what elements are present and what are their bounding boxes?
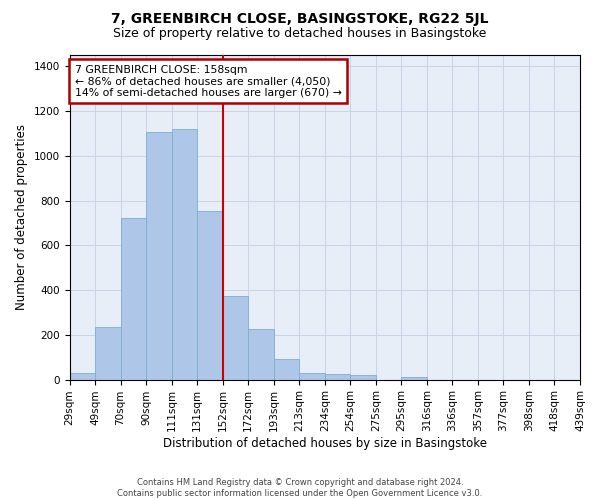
Bar <box>95 327 121 380</box>
Text: Size of property relative to detached houses in Basingstoke: Size of property relative to detached ho… <box>113 28 487 40</box>
Bar <box>70 373 95 380</box>
Text: Contains HM Land Registry data © Crown copyright and database right 2024.
Contai: Contains HM Land Registry data © Crown c… <box>118 478 482 498</box>
Bar <box>197 210 223 380</box>
Y-axis label: Number of detached properties: Number of detached properties <box>15 124 28 310</box>
Bar <box>223 296 248 380</box>
Bar <box>248 329 274 380</box>
Bar <box>146 132 172 380</box>
Bar <box>350 375 376 380</box>
Bar <box>325 374 350 380</box>
Text: 7, GREENBIRCH CLOSE, BASINGSTOKE, RG22 5JL: 7, GREENBIRCH CLOSE, BASINGSTOKE, RG22 5… <box>111 12 489 26</box>
Bar <box>401 378 427 380</box>
Bar <box>121 218 146 380</box>
X-axis label: Distribution of detached houses by size in Basingstoke: Distribution of detached houses by size … <box>163 437 487 450</box>
Bar <box>172 129 197 380</box>
Text: 7 GREENBIRCH CLOSE: 158sqm
← 86% of detached houses are smaller (4,050)
14% of s: 7 GREENBIRCH CLOSE: 158sqm ← 86% of deta… <box>74 64 341 98</box>
Bar <box>299 373 325 380</box>
Bar <box>274 360 299 380</box>
